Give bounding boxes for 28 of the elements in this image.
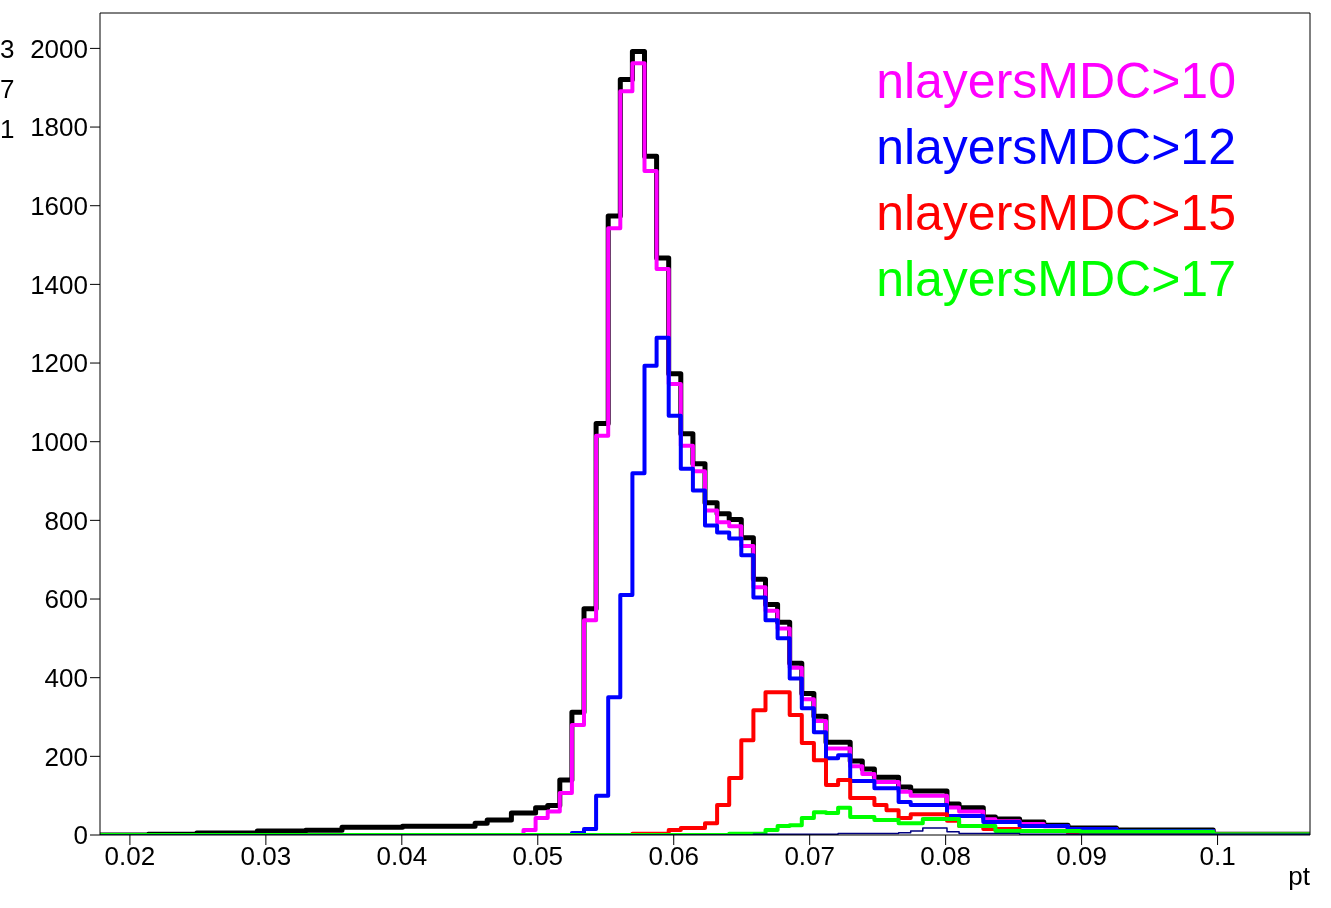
y-tick-label: 1800 xyxy=(30,112,88,143)
y-tick-label: 2000 xyxy=(30,33,88,64)
text: 3 xyxy=(0,34,15,64)
x-tick-label: 0.02 xyxy=(104,841,156,872)
x-tick-label: 0.06 xyxy=(648,841,700,872)
x-tick-label: 0.09 xyxy=(1056,841,1107,872)
y-tick-label: 0 xyxy=(73,820,88,851)
y-tick-label: 1600 xyxy=(30,190,88,221)
text: nlayersMDC>17 xyxy=(876,250,1236,309)
text: 7 xyxy=(0,74,15,104)
text: nlayersMDC>15 xyxy=(876,184,1236,243)
text: nlayersMDC>12 xyxy=(876,118,1236,177)
y-tick-label: 1200 xyxy=(30,348,88,379)
text: nlayersMDC>10 xyxy=(876,52,1236,111)
y-tick-label: 800 xyxy=(44,505,88,536)
x-tick-label: 0.1 xyxy=(1199,841,1236,872)
x-tick-label: 0.07 xyxy=(784,841,835,872)
y-tick-label: 1400 xyxy=(30,269,88,300)
x-tick-label: 0.08 xyxy=(920,841,971,872)
x-tick-label: 0.05 xyxy=(512,841,564,872)
x-tick-label: 0.03 xyxy=(240,841,292,872)
x-tick-label: 0.04 xyxy=(376,841,428,872)
y-tick-label: 200 xyxy=(44,741,88,772)
text: 1 xyxy=(0,114,15,144)
x-axis-title: pt xyxy=(1288,861,1311,891)
y-tick-label: 400 xyxy=(44,662,88,693)
y-tick-label: 600 xyxy=(44,584,88,615)
y-tick-label: 1000 xyxy=(30,426,88,457)
